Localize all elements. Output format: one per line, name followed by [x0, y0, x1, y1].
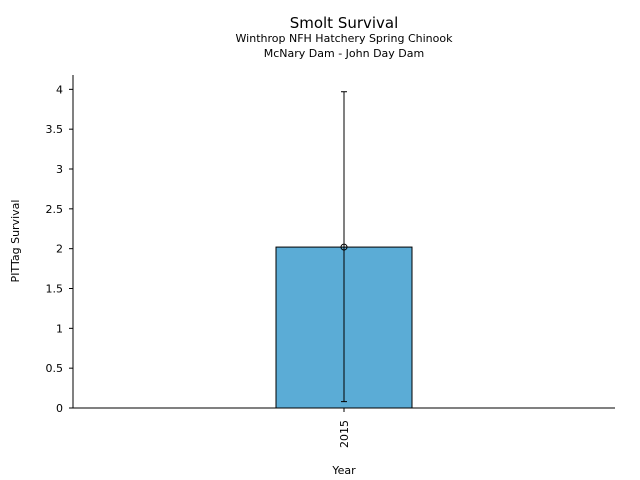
y-tick-label: 3.5 [46, 123, 64, 136]
x-axis-label: Year [331, 464, 356, 477]
point-marker [340, 243, 348, 251]
y-tick-label: 2 [56, 243, 63, 256]
y-tick-label: 2.5 [46, 203, 64, 216]
chart-subtitle-line-2: McNary Dam - John Day Dam [264, 47, 424, 60]
chart-subtitle-line-1: Winthrop NFH Hatchery Spring Chinook [236, 32, 454, 45]
y-tick-label: 0 [56, 402, 63, 415]
y-tick-label: 0.5 [46, 362, 64, 375]
y-tick-label: 1.5 [46, 283, 64, 296]
y-tick-label: 3 [56, 163, 63, 176]
x-tick-label: 2015 [338, 420, 351, 448]
chart-title: Smolt Survival [290, 14, 399, 32]
y-tick-label: 1 [56, 322, 63, 335]
y-tick-label: 4 [56, 83, 63, 96]
y-axis-label: PITTag Survival [9, 200, 22, 283]
